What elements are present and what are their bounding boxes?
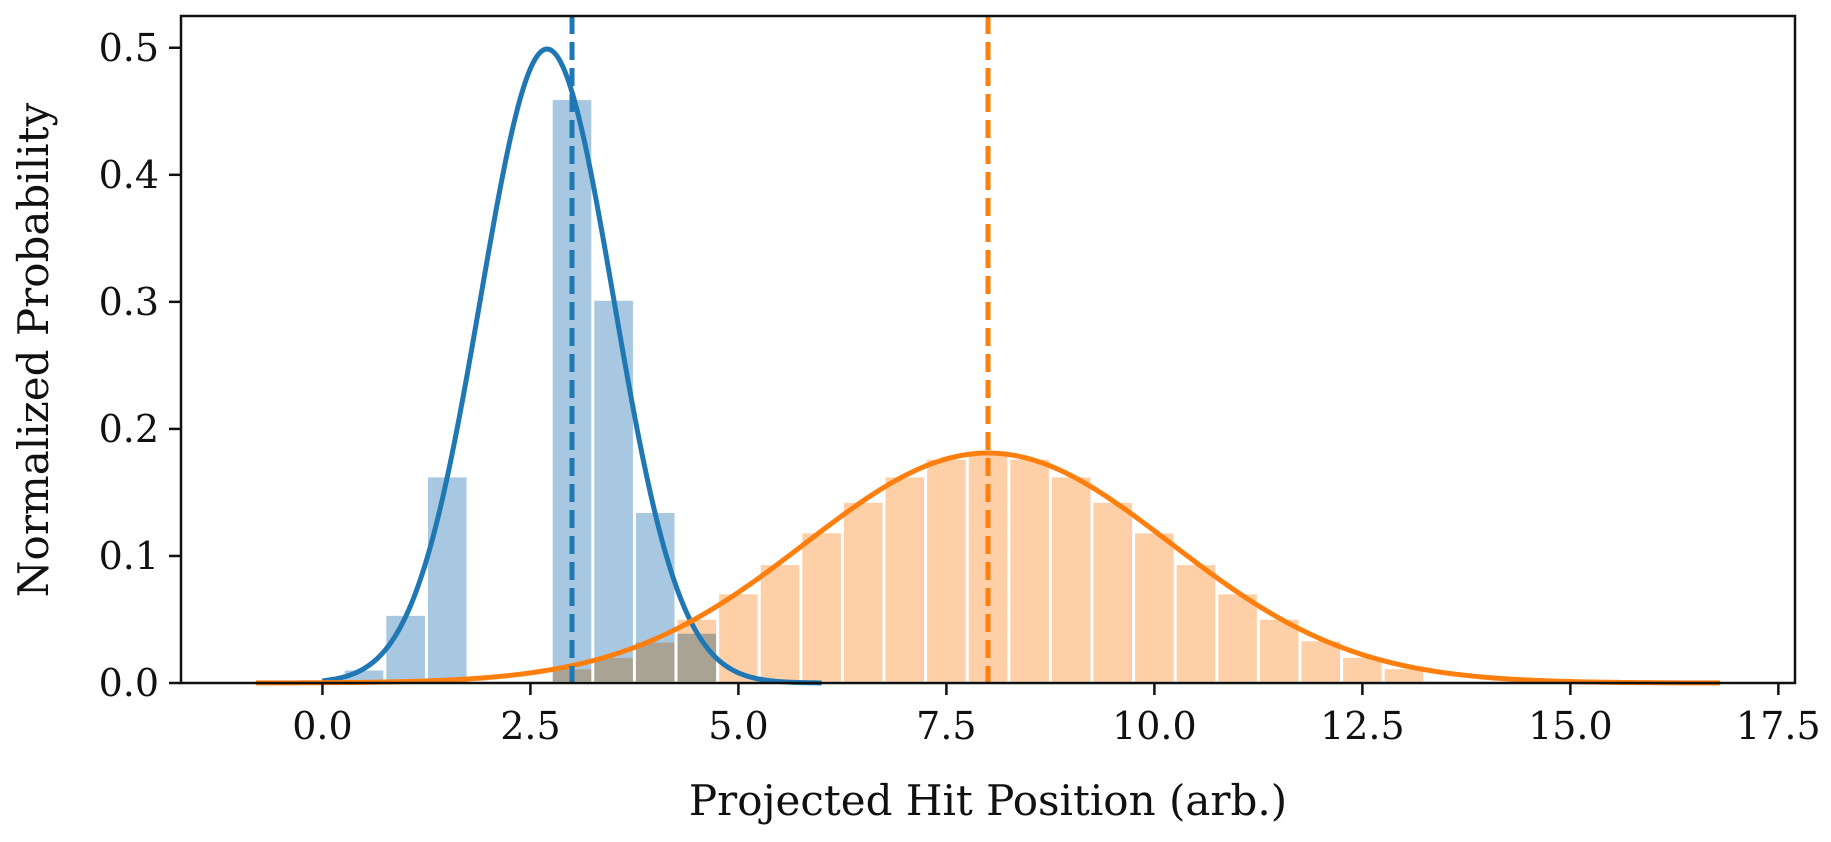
x-tick-label: 7.5 [916, 704, 976, 748]
y-tick-label: 0.3 [99, 280, 159, 324]
y-tick-label: 0.4 [99, 153, 159, 197]
histogram-bar-series-2 [924, 456, 969, 685]
histogram-bar-series-2 [1090, 499, 1136, 685]
curves-layer [255, 46, 1721, 686]
histogram-bar-series-2 [1340, 654, 1385, 685]
x-tick-label: 15.0 [1528, 704, 1613, 748]
histogram-bar-series-1 [383, 612, 428, 685]
histogram-bar-series-2 [1007, 456, 1052, 685]
histogram-bar-series-1 [424, 474, 470, 685]
histogram-bar-series-2 [1256, 616, 1302, 685]
y-axis-label: Normalized Probability [9, 103, 58, 598]
axes-layer: 0.0 2.5 5.0 7.5 10.0 12.5 15.0 17.5 0.0 0.1 0.2 0.3… [99, 14, 1821, 748]
histogram-bar-series-2 [757, 562, 803, 685]
x-tick-label: 17.5 [1736, 704, 1821, 748]
bars-layer [341, 97, 1427, 685]
histogram-bar-series-1 [591, 297, 636, 685]
histogram-bar-series-2 [882, 474, 928, 685]
histogram-bar-series-2 [1048, 474, 1094, 685]
x-tick-label: 2.5 [500, 704, 560, 748]
histogram-bar-series-2 [1132, 530, 1177, 685]
plot-frame [179, 14, 1797, 685]
x-tick-label: 10.0 [1112, 704, 1197, 748]
x-tick-label: 0.0 [292, 704, 352, 748]
x-tick-label: 12.5 [1320, 704, 1405, 748]
y-tick-label: 0.1 [99, 534, 159, 578]
mean-lines-layer [569, 16, 991, 683]
histogram-bar-series-2 [840, 499, 886, 685]
x-tick-label: 5.0 [708, 704, 768, 748]
histogram-bar-series-2 [799, 530, 844, 685]
histogram-bar-series-2 [1215, 591, 1260, 685]
y-tick-label: 0.0 [99, 661, 159, 705]
y-tick-label: 0.2 [99, 407, 159, 451]
x-axis-label: Projected Hit Position (arb.) [689, 776, 1287, 825]
histogram-bar-series-2 [716, 591, 761, 685]
histogram-bar-series-2 [632, 639, 678, 685]
fit-curve-series-2 [255, 450, 1721, 686]
fit-curve-series-1 [322, 46, 822, 686]
y-tick-label: 0.5 [99, 26, 159, 70]
histogram-bar-series-2 [1173, 562, 1219, 685]
